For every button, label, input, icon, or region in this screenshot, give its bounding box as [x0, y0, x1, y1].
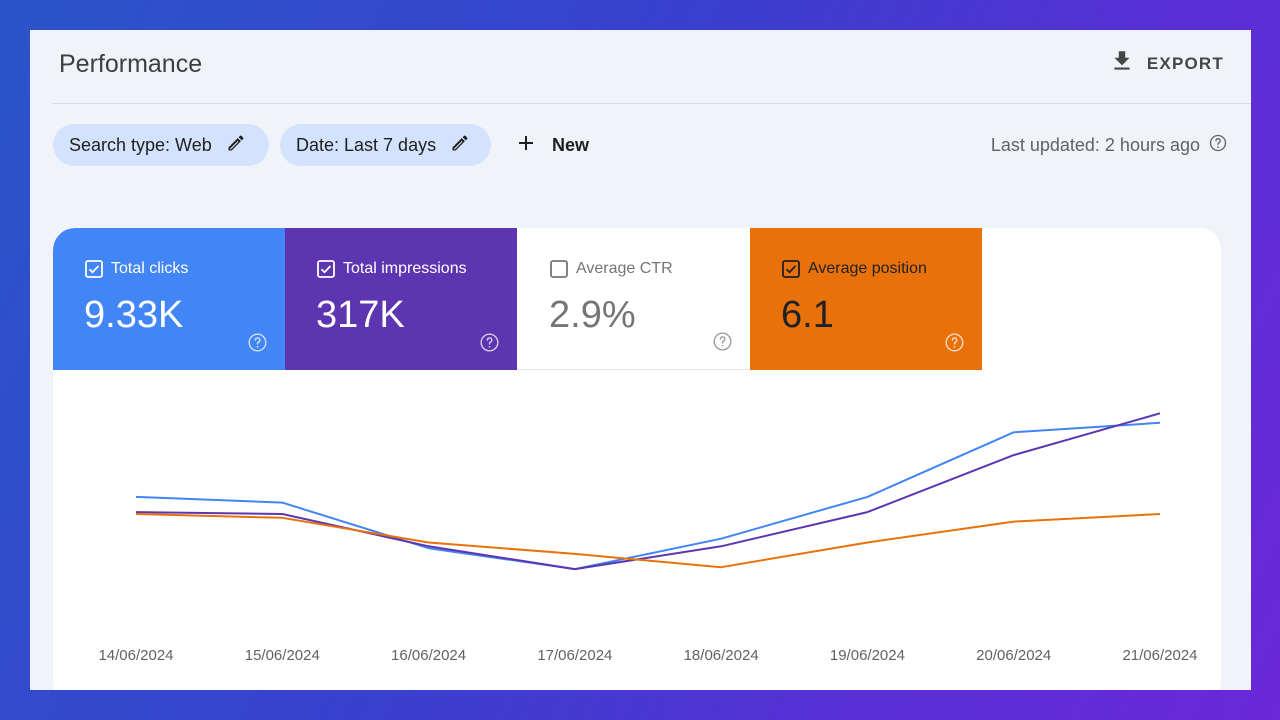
last-updated: Last updated: 2 hours ago — [991, 133, 1228, 158]
new-label: New — [552, 134, 590, 155]
date-filter-label: Date: Last 7 days — [296, 134, 437, 155]
x-tick-label: 21/06/2024 — [1122, 647, 1197, 664]
checkbox-checked-icon[interactable] — [317, 260, 335, 278]
plus-icon — [514, 131, 538, 160]
last-updated-text: Last updated: 2 hours ago — [990, 135, 1200, 155]
performance-panel: Performance EXPORT Search type: Web Date… — [30, 30, 1251, 690]
metric-value: 6.1 — [781, 294, 834, 336]
x-tick-label: 18/06/2024 — [684, 647, 759, 664]
metric-value: 317K — [316, 294, 405, 336]
new-filter-button[interactable]: New — [514, 130, 589, 160]
x-tick-label: 19/06/2024 — [830, 647, 905, 664]
date-filter-chip[interactable]: Date: Last 7 days — [280, 124, 491, 166]
help-icon[interactable] — [944, 332, 965, 353]
page-title: Performance — [59, 50, 203, 78]
help-icon[interactable] — [1208, 133, 1228, 158]
metric-tile-total-clicks[interactable]: Total clicks 9.33K — [53, 228, 285, 370]
metric-tile-total-impressions[interactable]: Total impressions 317K — [285, 228, 517, 370]
checkbox-checked-icon[interactable] — [85, 260, 103, 278]
x-tick-label: 15/06/2024 — [245, 647, 320, 664]
metric-label-row: Average position — [782, 260, 927, 278]
edit-icon — [226, 133, 246, 158]
x-tick-label: 14/06/2024 — [98, 647, 173, 664]
metric-label-row: Average CTR — [550, 260, 673, 278]
export-button[interactable]: EXPORT — [1109, 48, 1224, 79]
series-line-average-position — [135, 513, 1161, 569]
series-line-total-clicks — [135, 421, 1161, 571]
metric-label: Average position — [808, 260, 927, 277]
metric-value: 2.9% — [549, 294, 636, 336]
metric-label: Total clicks — [111, 260, 189, 277]
help-icon[interactable] — [479, 332, 500, 353]
search-type-filter-chip[interactable]: Search type: Web — [53, 124, 269, 166]
metric-tile-average-ctr[interactable]: Average CTR 2.9% — [518, 228, 750, 370]
search-type-label: Search type: Web — [69, 134, 212, 155]
performance-line-chart: 14/06/2024 15/06/2024 16/06/2024 17/06/2024… — [98, 412, 1198, 664]
checkbox-unchecked-icon[interactable] — [550, 260, 568, 278]
help-icon[interactable] — [247, 332, 268, 353]
x-tick-label: 16/06/2024 — [391, 647, 466, 664]
checkbox-checked-icon[interactable] — [782, 260, 800, 278]
edit-icon — [450, 133, 470, 158]
download-icon — [1109, 48, 1135, 79]
header-divider — [52, 103, 1251, 104]
help-icon[interactable] — [712, 331, 733, 352]
metric-label: Total impressions — [343, 260, 467, 277]
export-label: EXPORT — [1146, 53, 1224, 73]
metric-label-row: Total impressions — [317, 260, 467, 278]
metric-value: 9.33K — [84, 294, 184, 336]
metric-label: Average CTR — [576, 260, 673, 277]
metric-tile-average-position[interactable]: Average position 6.1 — [750, 228, 982, 370]
x-tick-label: 20/06/2024 — [976, 647, 1051, 664]
header: Performance EXPORT — [30, 30, 1251, 104]
x-tick-label: 17/06/2024 — [537, 647, 612, 664]
performance-chart-card: Total clicks 9.33K Total impressions 317… — [53, 228, 1221, 690]
metric-label-row: Total clicks — [85, 260, 188, 278]
series-line-total-impressions — [135, 412, 1161, 571]
